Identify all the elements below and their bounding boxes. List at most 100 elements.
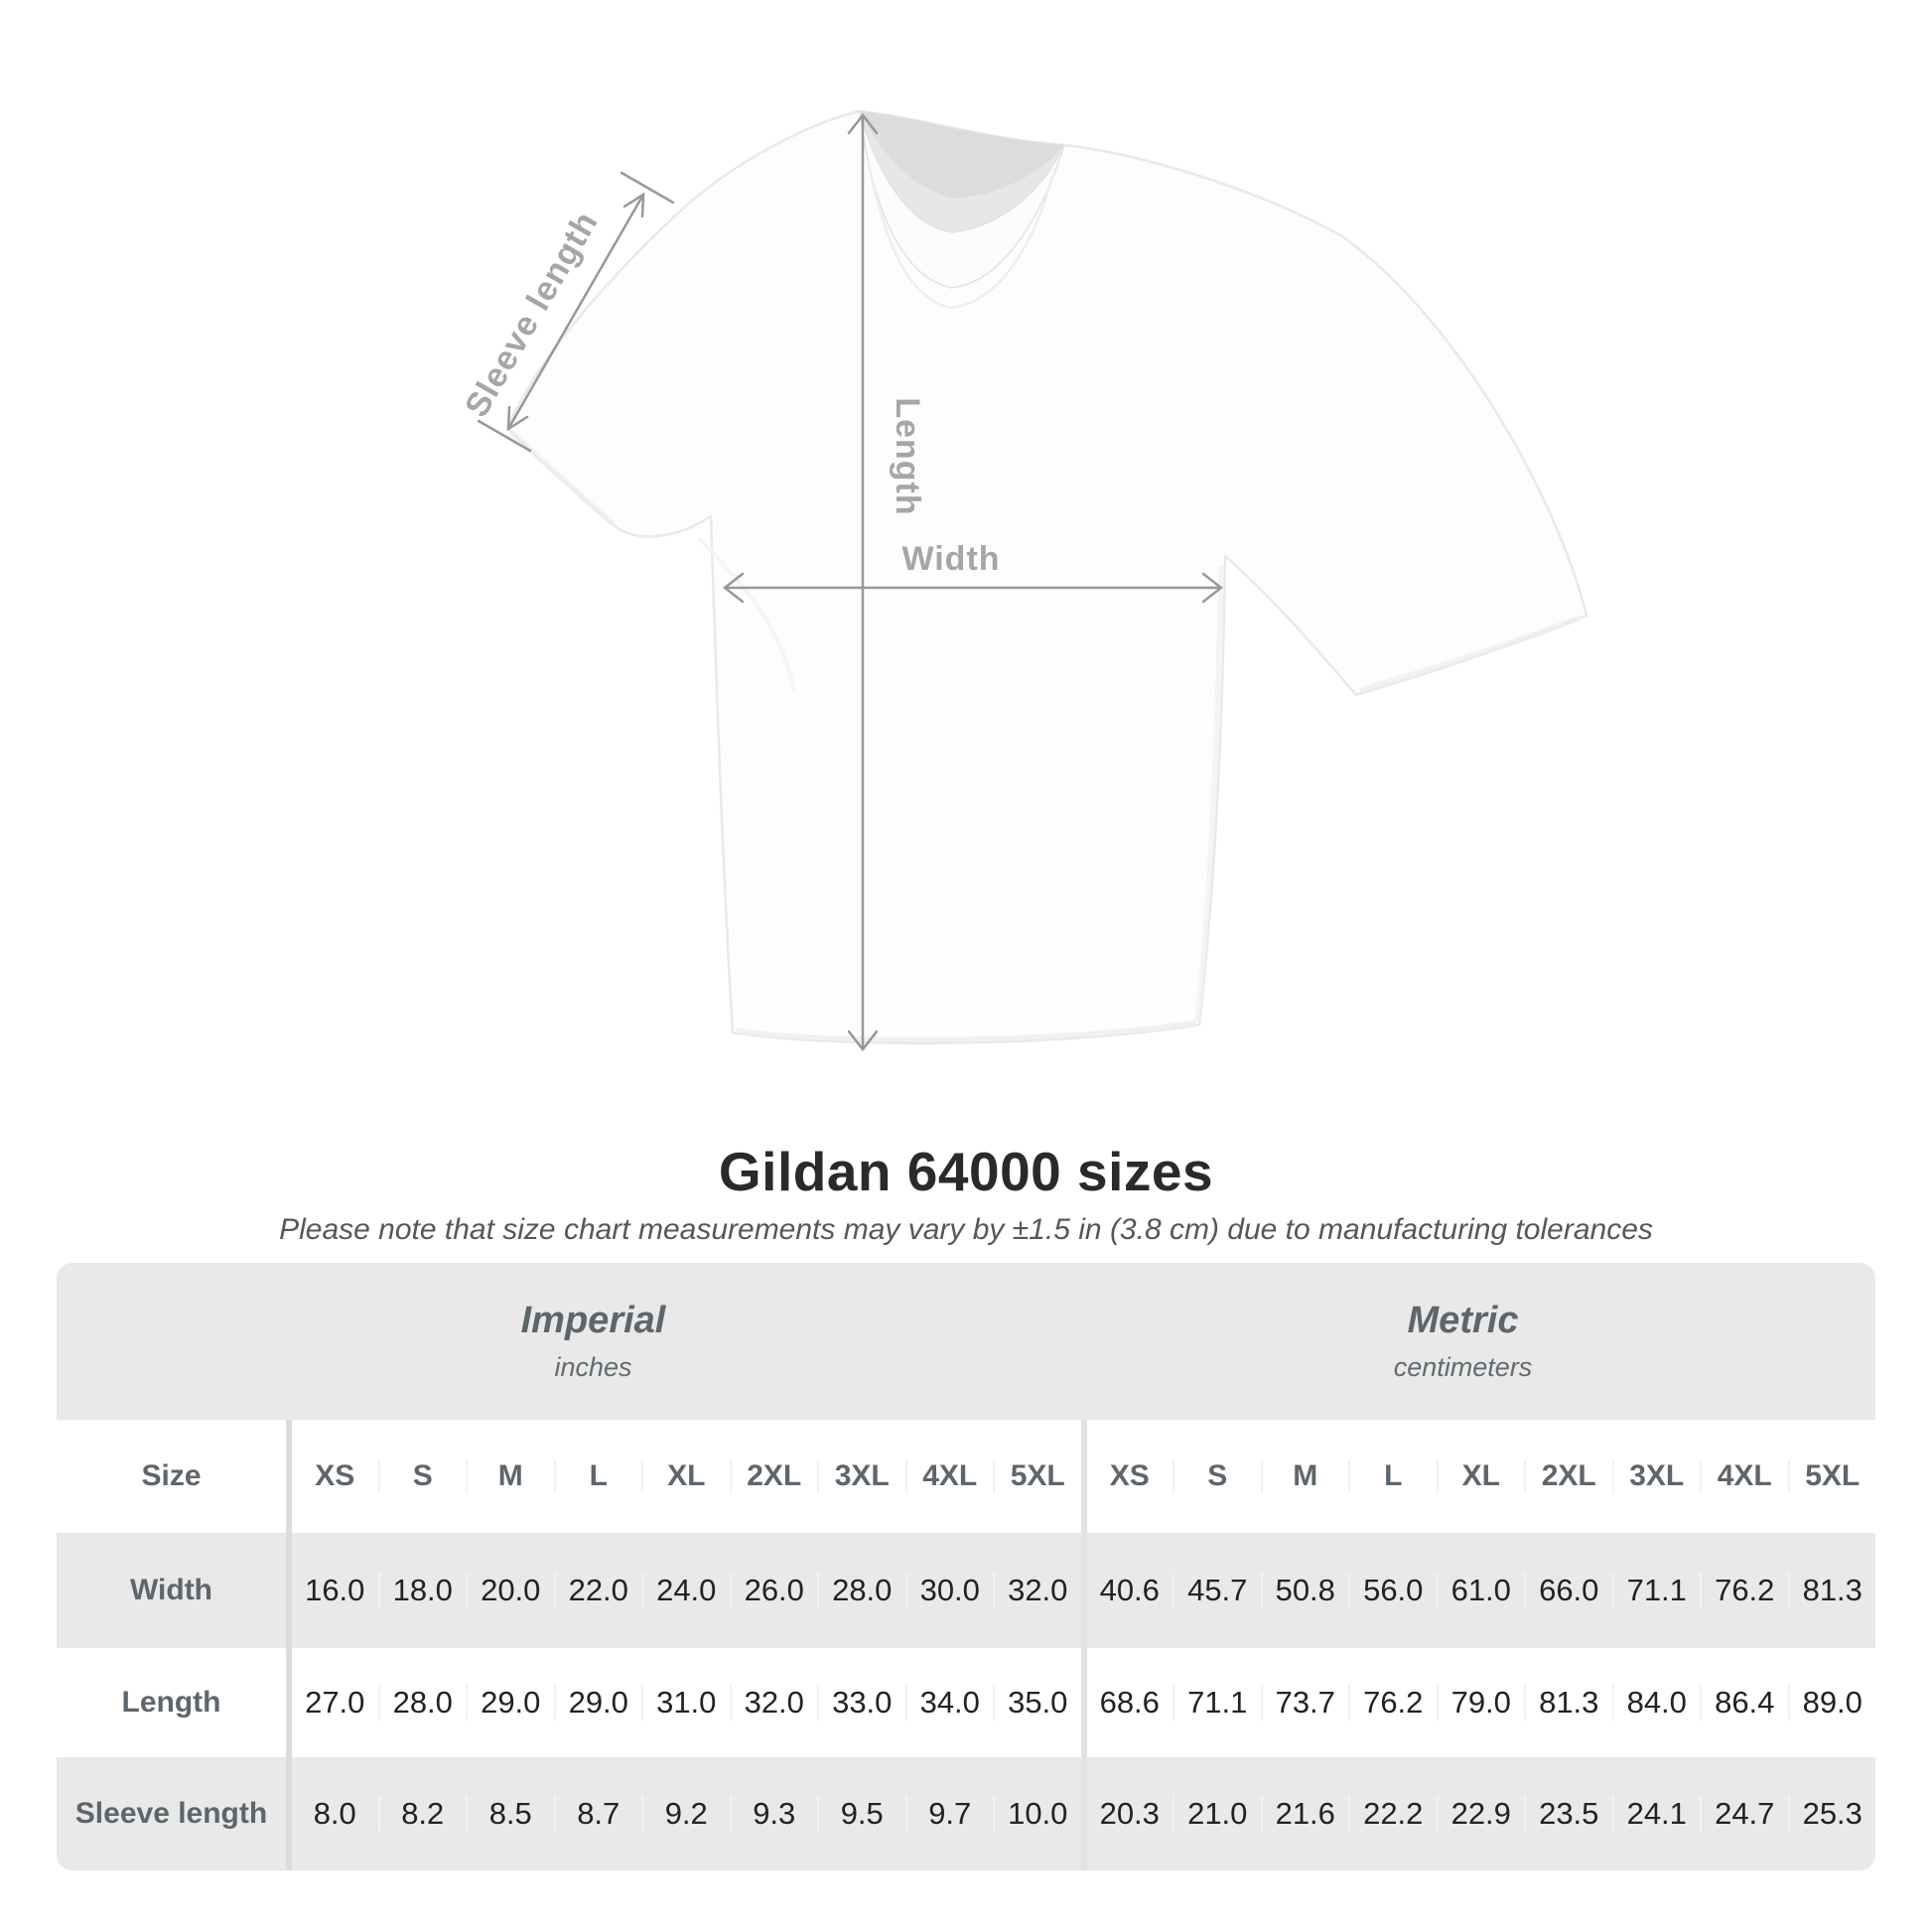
end-tick-upper	[620, 171, 675, 205]
size-header-cell: 5XL	[1787, 1459, 1876, 1493]
value-cell: 32.0	[993, 1573, 1081, 1608]
tshirt-graphic	[506, 109, 1588, 1044]
value-cell: 56.0	[1348, 1573, 1437, 1608]
arrowhead-down	[847, 1030, 879, 1052]
left-underarm-crease	[697, 536, 796, 692]
table-row-sleeve: Sleeve length 8.0 8.2 8.5 8.7 9.2 9.3 9.5 9.7 10.…	[57, 1757, 1875, 1870]
unit-header-band: Imperial inches Metric centimeters	[57, 1263, 1875, 1420]
label-divider	[286, 1420, 292, 1533]
value-cell: 22.9	[1436, 1796, 1525, 1832]
value-cell: 9.3	[729, 1796, 818, 1832]
value-cell: 32.0	[729, 1685, 818, 1721]
value-cell: 23.5	[1524, 1796, 1612, 1832]
size-header-cell: L	[553, 1459, 642, 1493]
value-cell: 20.3	[1099, 1796, 1160, 1831]
value-cell: 33.0	[817, 1685, 905, 1721]
length-label: Length	[889, 397, 926, 515]
size-header-cell: 2XL	[729, 1459, 818, 1493]
value-cell: 84.0	[1611, 1685, 1701, 1721]
size-header-cell: 4XL	[904, 1459, 994, 1493]
value-cell: 24.7	[1700, 1796, 1788, 1832]
imperial-unit-label: inches	[554, 1352, 632, 1382]
unit-divider	[1080, 1648, 1087, 1757]
value-cell: 50.8	[1260, 1573, 1349, 1608]
left-sleeve-hem-shadow	[509, 430, 616, 527]
unit-divider	[1080, 1757, 1087, 1870]
value-cell: 28.0	[817, 1573, 905, 1608]
width-arrow	[722, 572, 1224, 604]
size-table: Imperial inches Metric centimeters Size X…	[57, 1263, 1875, 1870]
size-header-cell: 4XL	[1700, 1459, 1788, 1493]
value-cell: 20.0	[466, 1573, 554, 1608]
imperial-title: Imperial	[520, 1300, 666, 1341]
size-header-cell: XS	[1109, 1459, 1150, 1492]
value-cell: 34.0	[904, 1685, 994, 1721]
tshirt-body	[506, 109, 1588, 1044]
arrowhead-right	[1201, 572, 1224, 604]
value-cell: 25.3	[1787, 1796, 1876, 1832]
label-divider	[286, 1648, 292, 1757]
tshirt-diagram: Sleeve length Length Width	[458, 109, 1588, 1052]
value-cell: 30.0	[904, 1573, 994, 1608]
row-label: Length	[121, 1686, 221, 1719]
row-label: Width	[129, 1574, 213, 1606]
value-cell: 26.0	[729, 1573, 818, 1608]
table-row-length: Length 27.0 28.0 29.0 29.0 31.0 32.0 33.0 34.0 35…	[57, 1648, 1875, 1757]
arrowhead-left	[722, 572, 745, 604]
value-cell: 81.3	[1524, 1685, 1612, 1721]
arrowhead-up	[847, 112, 879, 135]
size-header-cell: L	[1348, 1459, 1437, 1493]
value-cell: 21.6	[1260, 1796, 1349, 1832]
value-cell: 27.0	[305, 1685, 365, 1720]
value-cell: 16.0	[305, 1573, 365, 1607]
value-cell: 9.2	[641, 1796, 730, 1832]
unit-divider	[1080, 1420, 1087, 1533]
size-header-cell: XL	[1436, 1459, 1525, 1493]
size-header-cell: XL	[641, 1459, 730, 1493]
size-header-cell: M	[1260, 1459, 1349, 1493]
sleeve-length-arrow	[477, 171, 675, 453]
value-cell: 40.6	[1099, 1573, 1160, 1607]
value-cell: 29.0	[466, 1685, 554, 1721]
hem-shadow	[736, 1020, 1196, 1042]
value-cell: 10.0	[993, 1796, 1081, 1832]
value-cell: 21.0	[1173, 1796, 1261, 1832]
size-header-cell: S	[1173, 1459, 1261, 1493]
value-cell: 28.0	[377, 1685, 467, 1721]
metric-header: Metric centimeters	[1080, 1263, 1875, 1420]
value-cell: 9.5	[817, 1796, 905, 1832]
value-cell: 35.0	[993, 1685, 1081, 1721]
value-cell: 76.2	[1348, 1685, 1437, 1721]
arrowhead-upper	[622, 192, 645, 218]
value-cell: 31.0	[641, 1685, 730, 1721]
value-cell: 24.0	[641, 1573, 730, 1608]
metric-unit-label: centimeters	[1393, 1352, 1533, 1382]
value-cell: 79.0	[1436, 1685, 1525, 1721]
value-cell: 76.2	[1700, 1573, 1788, 1608]
table-row-width: Width 16.0 18.0 20.0 22.0 24.0 26.0 28.0 30.0 32.…	[57, 1533, 1875, 1648]
label-divider	[286, 1533, 292, 1648]
width-label: Width	[901, 540, 1000, 578]
value-cell: 22.2	[1348, 1796, 1437, 1832]
length-arrow	[847, 112, 879, 1052]
value-cell: 8.7	[553, 1796, 642, 1832]
value-cell: 22.0	[553, 1573, 642, 1608]
value-cell: 24.1	[1611, 1796, 1701, 1832]
size-header-cell: 5XL	[993, 1459, 1081, 1493]
value-cell: 8.2	[377, 1796, 467, 1832]
value-cell: 8.0	[313, 1796, 356, 1831]
table-header-row: Size XS S M L XL 2XL 3XL 4XL 5XL XS S M L XL 2XL 3XL 4XL 5…	[57, 1420, 1875, 1533]
size-header-cell: M	[466, 1459, 554, 1493]
collar-band	[859, 110, 1065, 289]
row-label: Sleeve length	[74, 1797, 268, 1830]
value-cell: 68.6	[1099, 1685, 1160, 1720]
value-cell: 81.3	[1787, 1573, 1876, 1608]
value-cell: 86.4	[1700, 1685, 1788, 1721]
table-body: Size XS S M L XL 2XL 3XL 4XL 5XL XS S M L XL 2XL 3XL 4XL 5…	[57, 1420, 1875, 1870]
size-header-cell: 3XL	[817, 1459, 905, 1493]
size-column-header: Size	[141, 1459, 202, 1492]
value-cell: 61.0	[1436, 1573, 1525, 1608]
value-cell: 66.0	[1524, 1573, 1612, 1608]
unit-divider	[1080, 1533, 1087, 1648]
